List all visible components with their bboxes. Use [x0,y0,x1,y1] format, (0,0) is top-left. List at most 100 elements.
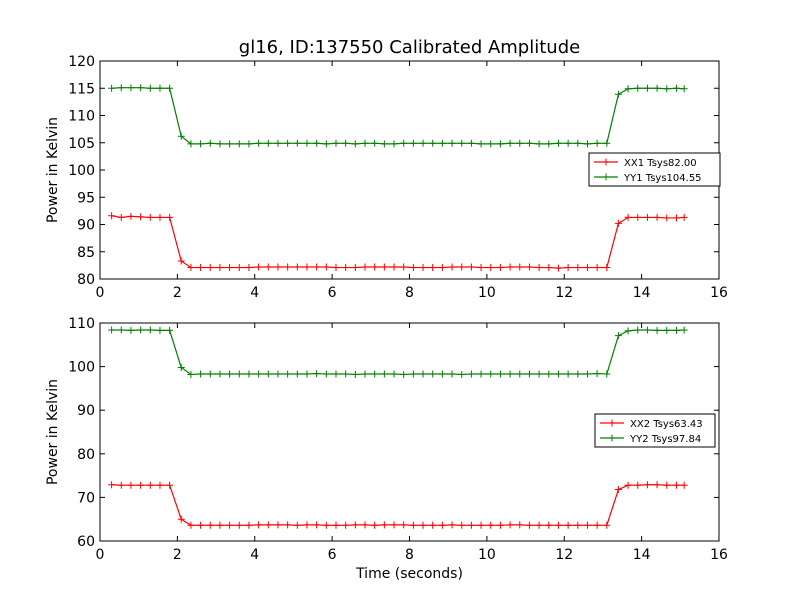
data-point [624,481,632,489]
data-point [342,264,350,272]
data-point [284,263,292,271]
data-point [351,140,359,148]
y-tick-label: 95 [77,190,95,206]
data-point [245,264,253,272]
data-point [166,84,174,92]
data-point [108,212,116,220]
data-point [156,481,164,489]
data-point [624,327,632,335]
legend: XX1 Tsys82.00 YY1 Tsys104.55 [588,152,721,187]
data-point [583,370,591,378]
data-point [127,84,135,92]
data-point [574,521,582,529]
data-point [496,370,504,378]
x-axis-label: Time (seconds) [355,566,463,582]
data-point [438,521,446,529]
data-point [332,139,340,147]
data-point [322,370,330,378]
data-point [313,521,321,529]
data-point [274,139,282,147]
data-point [496,521,504,529]
data-point [574,139,582,147]
data-point [332,264,340,272]
data-point [624,213,632,221]
data-point [216,140,224,148]
data-point [197,370,205,378]
data-point [380,140,388,148]
data-point [653,84,661,92]
y-tick-label: 60 [77,534,95,550]
data-point [634,481,642,489]
data-point [351,521,359,529]
data-point [554,370,562,378]
data-point [342,521,350,529]
data-point [380,263,388,271]
data-point [545,264,553,272]
data-point [663,481,671,489]
data-point [624,85,632,93]
data-point [554,521,562,529]
data-point [293,263,301,271]
data-point [127,481,135,489]
data-point [371,263,379,271]
data-point [117,84,125,92]
data-point [603,521,611,529]
data-point [448,370,456,378]
data-point [255,370,263,378]
data-point [487,140,495,148]
data-point [448,139,456,147]
data-point [419,370,427,378]
data-point [438,264,446,272]
data-point [137,326,145,334]
data-point [545,140,553,148]
data-point [361,370,369,378]
legend-label: YY1 Tsys104.55 [623,173,702,184]
data-point [574,264,582,272]
data-point [117,326,125,334]
data-point [467,521,475,529]
x-tick-label: 14 [633,547,651,563]
y-axis-label: Power in Kelvin [45,379,61,485]
data-point [506,139,514,147]
data-point [672,481,680,489]
data-point [293,521,301,529]
data-point [429,264,437,272]
data-point [177,257,185,265]
data-point [593,264,601,272]
data-point [332,370,340,378]
data-point [361,139,369,147]
data-point [197,140,205,148]
data-point [313,370,321,378]
x-tick-label: 14 [633,285,651,301]
data-point [255,521,263,529]
data-point [525,370,533,378]
legend-box [594,413,716,448]
data-point [235,264,243,272]
data-point [643,213,651,221]
data-point [614,486,622,494]
data-point [137,213,145,221]
data-point [643,481,651,489]
data-point [264,521,272,529]
x-tick-label: 4 [250,285,259,301]
data-point [663,85,671,93]
data-point [146,481,154,489]
data-point [663,214,671,222]
legend-label: YY2 Tsys97.84 [629,434,701,445]
data-point [146,213,154,221]
data-point [226,370,234,378]
data-point [303,521,311,529]
x-tick-label: 8 [405,547,414,563]
legend-marker [608,434,616,442]
data-point [293,370,301,378]
x-tick-label: 10 [478,285,496,301]
data-point [371,521,379,529]
y-tick-label: 80 [77,272,95,288]
x-tick-label: 4 [250,547,259,563]
data-point [583,264,591,272]
data-point [614,90,622,98]
data-point [467,263,475,271]
data-point [496,264,504,272]
chart-top: 0 2 4 6 8 10 12 14 16 80 85 90 95 100 105 110 115 120 gl16… [45,37,728,301]
data-point [593,139,601,147]
